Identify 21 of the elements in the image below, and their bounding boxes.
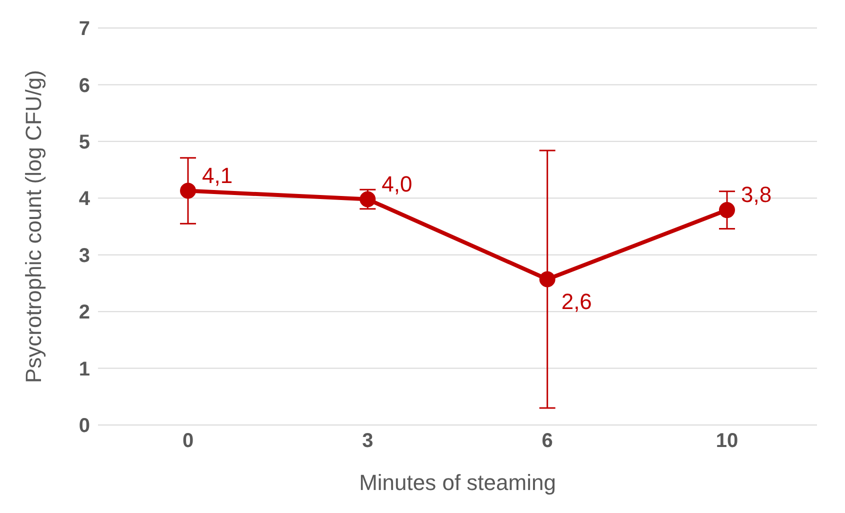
x-tick-label: 10 <box>716 430 738 452</box>
x-tick-label: 6 <box>542 430 553 452</box>
data-label: 3,8 <box>741 182 772 208</box>
point <box>180 182 196 199</box>
y-tick-label: 0 <box>78 415 90 438</box>
y-tick-label: 5 <box>78 132 90 154</box>
data-label: 4,1 <box>202 162 233 188</box>
y-tick-label: 6 <box>78 74 90 97</box>
data-label: 4,0 <box>382 171 412 196</box>
y-axis-title: Psycrotrophic count (log CFU/g) <box>20 70 46 383</box>
point <box>539 271 556 288</box>
x-axis-title: Minutes of steaming <box>359 470 556 495</box>
point <box>719 202 735 218</box>
y-tick-label: 2 <box>78 302 90 324</box>
y-tick-label: 4 <box>78 188 91 210</box>
x-tick-label: 3 <box>362 430 374 452</box>
x-tick-label: 0 <box>182 430 194 452</box>
data-label: 2,6 <box>561 289 592 314</box>
y-tick-label: 3 <box>78 244 90 267</box>
y-tick-label: 1 <box>78 358 90 380</box>
y-tick-label: 7 <box>78 18 90 40</box>
